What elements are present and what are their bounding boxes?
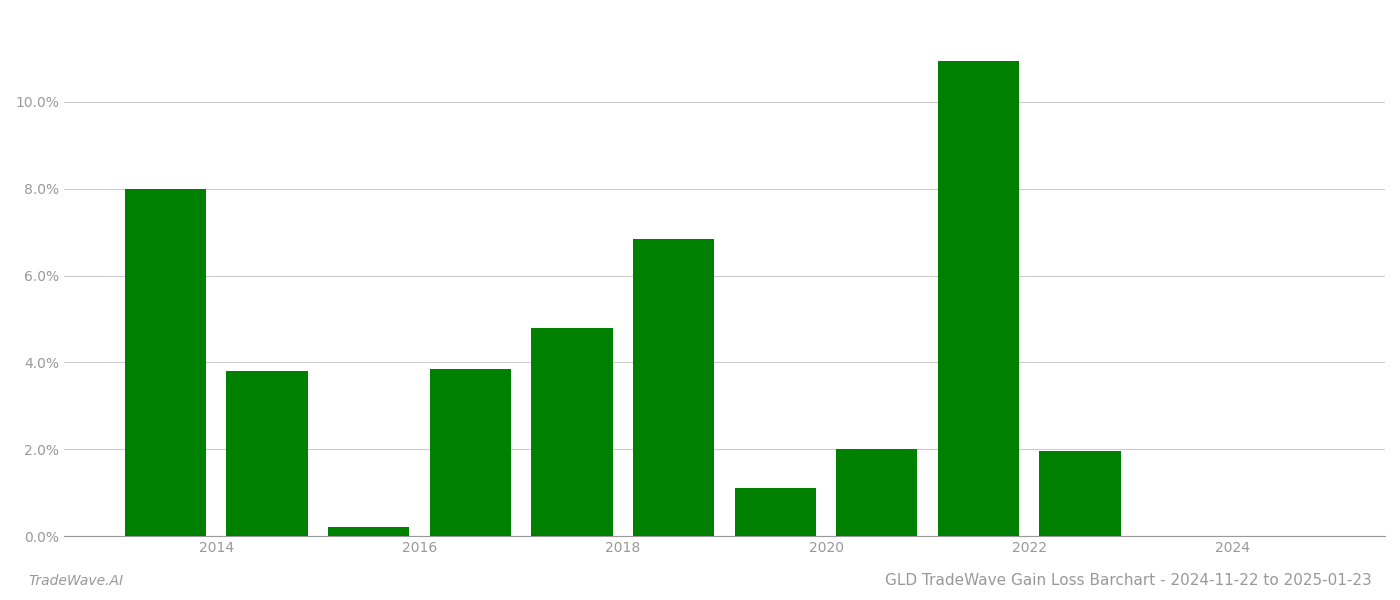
Bar (633, 239, 714, 536)
Bar (938, 61, 1019, 536)
Bar (328, 527, 409, 536)
Bar (430, 369, 511, 536)
Bar (836, 449, 917, 536)
Bar (125, 189, 206, 536)
Bar (1039, 451, 1121, 536)
Bar (531, 328, 613, 536)
Text: GLD TradeWave Gain Loss Barchart - 2024-11-22 to 2025-01-23: GLD TradeWave Gain Loss Barchart - 2024-… (885, 573, 1372, 588)
Text: TradeWave.AI: TradeWave.AI (28, 574, 123, 588)
Bar (227, 371, 308, 536)
Bar (735, 488, 816, 536)
